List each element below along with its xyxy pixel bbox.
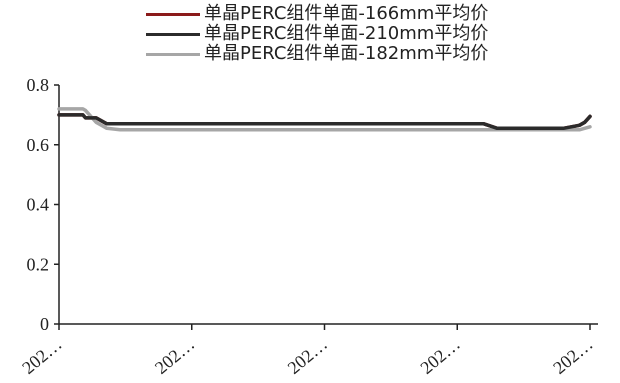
legend-item-182mm: 单晶PERC组件单面-182mm平均价 bbox=[146, 44, 546, 64]
x-tick-label-3: 202… bbox=[416, 334, 463, 378]
legend-label-182mm: 单晶PERC组件单面-182mm平均价 bbox=[204, 43, 489, 64]
series-line-1 bbox=[57, 113, 592, 131]
legend-swatch-210mm bbox=[146, 32, 200, 36]
series-line-0 bbox=[57, 113, 592, 131]
y-tick-label-4: 0.8 bbox=[27, 75, 50, 95]
legend-item-210mm: 单晶PERC组件单面-210mm平均价 bbox=[146, 24, 546, 44]
legend-label-210mm: 单晶PERC组件单面-210mm平均价 bbox=[204, 23, 489, 44]
y-tick-label-3: 0.6 bbox=[27, 135, 50, 155]
legend-swatch-182mm bbox=[146, 52, 200, 56]
y-tick-label-1: 0.2 bbox=[27, 254, 50, 274]
legend-item-166mm: 单晶PERC组件单面-166mm平均价 bbox=[146, 4, 546, 24]
legend: 单晶PERC组件单面-166mm平均价 单晶PERC组件单面-210mm平均价 … bbox=[146, 4, 546, 64]
x-tick-label-4: 202… bbox=[549, 334, 596, 378]
y-tick-label-2: 0.4 bbox=[27, 195, 50, 215]
x-tick-label-0: 202… bbox=[18, 334, 65, 378]
y-tick-label-0: 0 bbox=[40, 314, 49, 334]
legend-label-166mm: 单晶PERC组件单面-166mm平均价 bbox=[204, 3, 489, 24]
legend-swatch-166mm bbox=[146, 12, 200, 16]
x-tick-label-2: 202… bbox=[284, 334, 331, 378]
x-tick-label-1: 202… bbox=[151, 334, 198, 378]
